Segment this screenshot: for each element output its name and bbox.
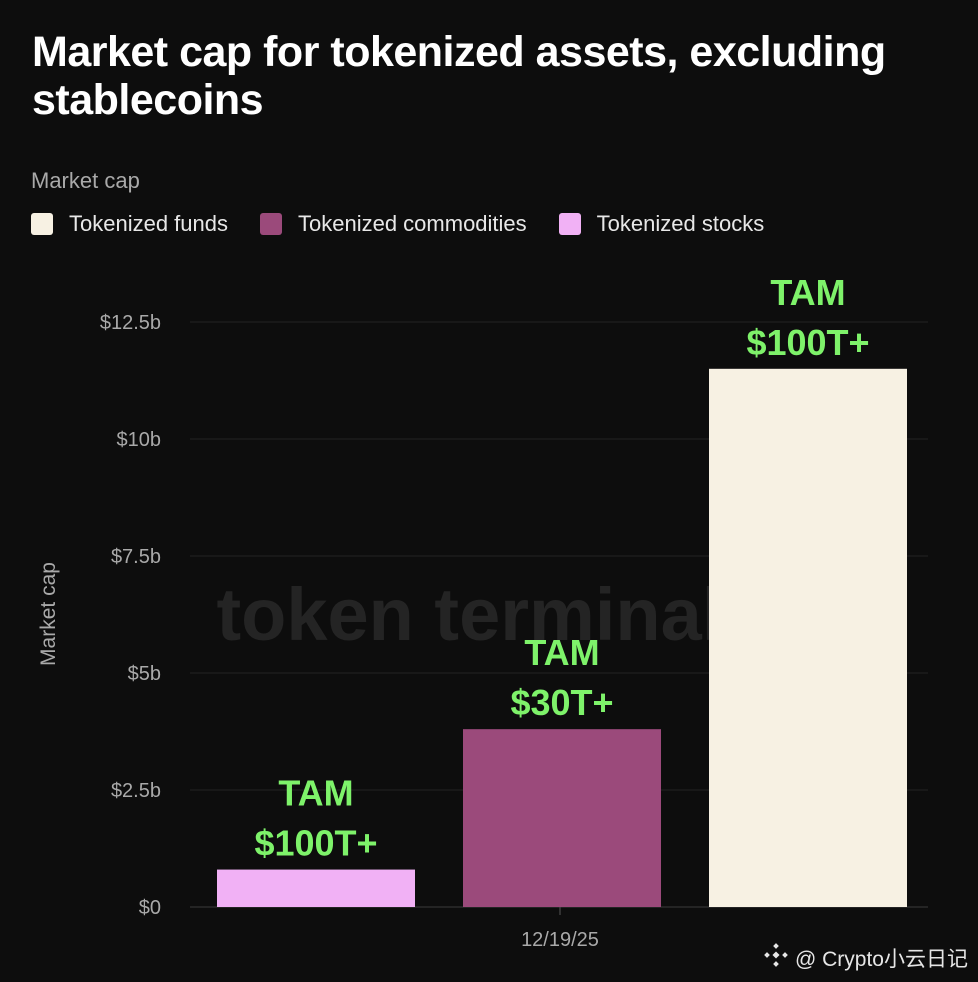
credit: @ Crypto小云日记 (763, 942, 968, 974)
y-tick-label: $2.5b (111, 780, 161, 802)
y-tick-label: $7.5b (111, 546, 161, 568)
bar-tokenized-stocks (217, 869, 415, 907)
x-tick-label: 12/19/25 (521, 929, 599, 951)
y-tick-label: $5b (128, 663, 161, 685)
legend-item-funds[interactable]: Tokenized funds (31, 211, 228, 237)
tam-annotation-value: $100T+ (746, 322, 869, 363)
tam-annotation-value: $100T+ (254, 823, 377, 864)
binance-icon (763, 942, 789, 974)
y-tick-label: $0 (139, 897, 161, 919)
y-axis-label: Market cap (37, 562, 60, 666)
legend-label-stocks: Tokenized stocks (596, 211, 765, 236)
bar-tokenized-funds (709, 368, 907, 907)
legend-item-stocks[interactable]: Tokenized stocks (558, 211, 765, 237)
tam-annotation-value: $30T+ (510, 682, 613, 723)
legend-swatch-funds (31, 213, 53, 235)
legend-label-funds: Tokenized funds (69, 211, 228, 236)
legend-label-commodities: Tokenized commodities (298, 211, 527, 236)
chart-title: Market cap for tokenized assets, excludi… (32, 28, 886, 124)
bar-tokenized-commodities (463, 729, 661, 907)
legend: Tokenized funds Tokenized commodities To… (31, 211, 796, 237)
credit-text: @ Crypto小云日记 (794, 948, 968, 971)
legend-item-commodities[interactable]: Tokenized commodities (260, 211, 527, 237)
tam-annotation-label: TAM (278, 773, 353, 814)
y-tick-label: $12.5b (100, 312, 161, 334)
chart-subtitle: Market cap (31, 168, 140, 193)
tam-annotation-label: TAM (770, 272, 845, 313)
watermark: token terminal_ (217, 573, 765, 656)
tam-annotation-label: TAM (524, 632, 599, 673)
y-tick-label: $10b (117, 429, 162, 451)
legend-swatch-commodities (260, 213, 282, 235)
legend-swatch-stocks (558, 213, 581, 235)
